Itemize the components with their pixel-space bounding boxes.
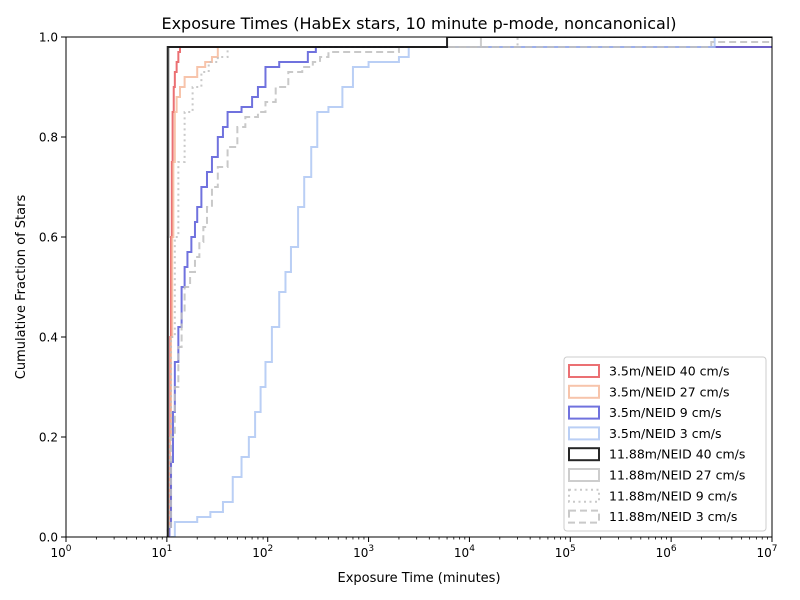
- y-axis-label: Cumulative Fraction of Stars: [14, 195, 29, 380]
- legend-swatch: [568, 364, 600, 378]
- y-tick-label: 0.6: [39, 231, 58, 245]
- legend-label: 11.88m/NEID 27 cm/s: [609, 468, 745, 483]
- series-line-4: [171, 37, 772, 537]
- legend-label: 11.88m/NEID 40 cm/s: [609, 447, 745, 462]
- x-tick-label: 104: [454, 544, 475, 560]
- series-line-3: [168, 46, 772, 537]
- legend-swatch: [568, 509, 600, 524]
- y-tick-label: 1.0: [39, 31, 58, 45]
- legend-label: 3.5m/NEID 40 cm/s: [609, 364, 729, 379]
- x-tick-label: 105: [555, 544, 576, 560]
- legend-swatch: [568, 426, 600, 441]
- series-line-2: [167, 46, 772, 537]
- chart-title: Exposure Times (HabEx stars, 10 minute p…: [161, 14, 676, 33]
- legend-swatch: [568, 384, 600, 399]
- legend-label: 11.88m/NEID 9 cm/s: [609, 488, 737, 503]
- legend-swatch: [568, 468, 600, 482]
- legend-label: 3.5m/NEID 27 cm/s: [609, 384, 729, 399]
- legend-label: 3.5m/NEID 9 cm/s: [609, 405, 722, 420]
- y-tick-label: 0.0: [39, 531, 58, 545]
- legend-swatch: [568, 447, 600, 462]
- legend-label: 11.88m/NEID 3 cm/s: [609, 509, 737, 524]
- legend-swatch: [568, 405, 600, 420]
- legend-label: 3.5m/NEID 3 cm/s: [609, 426, 722, 441]
- x-tick-label: 107: [756, 544, 777, 560]
- series-line-5: [166, 37, 772, 537]
- x-tick-label: 101: [151, 544, 172, 560]
- series-line-7: [166, 37, 772, 537]
- y-tick-label: 0.2: [39, 431, 58, 445]
- legend-box: [563, 356, 767, 532]
- x-tick-label: 102: [252, 544, 273, 560]
- legend-swatch: [568, 488, 600, 503]
- legend: 3.5m/NEID 40 cm/s 3.5m/NEID 27 cm/s 3.5m/N…: [563, 356, 767, 532]
- x-axis-label: Exposure Time (minutes): [337, 571, 500, 586]
- series-layer: [166, 37, 772, 537]
- axes-frame: [65, 36, 773, 538]
- y-tick-label: 0.4: [39, 331, 58, 345]
- x-tick-label: 106: [656, 544, 677, 560]
- x-tick-label: 103: [353, 544, 374, 560]
- series-line-8: [167, 41, 772, 537]
- x-axis: 100 101 102 103 104 105 106 107: [50, 537, 778, 560]
- y-tick-label: 0.8: [39, 131, 58, 145]
- y-axis: 0.0 0.2 0.4 0.6 0.8 1.0: [39, 31, 66, 545]
- x-tick-label: 100: [50, 544, 71, 560]
